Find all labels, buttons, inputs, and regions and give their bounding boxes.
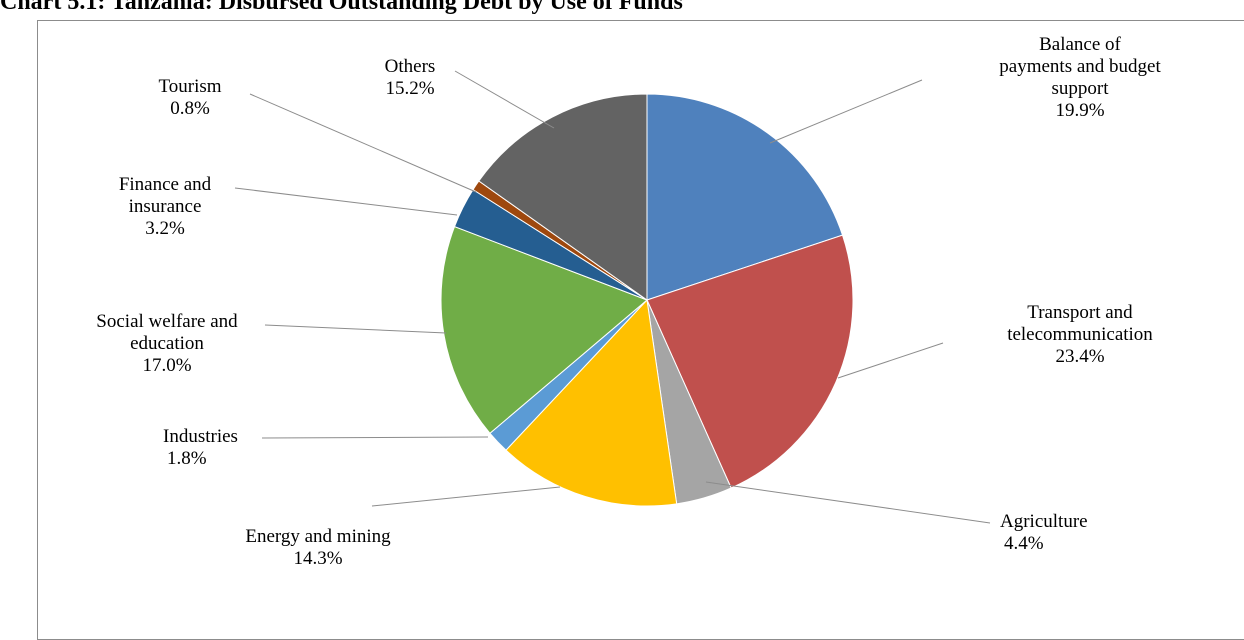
leader-line: [454, 70, 555, 129]
leader-line: [261, 436, 489, 439]
slice-label: Others: [385, 56, 436, 77]
slice-label: Social welfare and: [96, 311, 238, 332]
slice-label: insurance: [129, 196, 202, 217]
slice-percent: 23.4%: [1055, 346, 1104, 367]
chart-title: Chart 5.1: Tanzania: Disbursed Outstandi…: [0, 0, 683, 15]
leader-line: [234, 187, 458, 216]
slice-percent: 1.8%: [167, 448, 207, 469]
slice-label: Balance of: [1039, 34, 1121, 55]
leader-line: [371, 486, 561, 507]
slice-label: Agriculture: [1000, 511, 1088, 532]
pie-slice-others: [478, 93, 648, 301]
slice-label: Transport and: [1027, 302, 1133, 323]
leader-line: [837, 342, 944, 379]
leader-line: [705, 481, 991, 524]
slice-percent: 19.9%: [1055, 100, 1104, 121]
slice-percent: 14.3%: [293, 548, 342, 569]
leader-line: [249, 93, 477, 193]
slice-label: Industries: [163, 426, 238, 447]
slice-percent: 4.4%: [1004, 533, 1044, 554]
pie-slice-social-welfare-and-education: [440, 225, 648, 434]
leader-line: [769, 79, 923, 144]
leader-line: [264, 324, 447, 334]
slice-label: support: [1052, 78, 1110, 99]
slice-percent: 0.8%: [170, 98, 210, 119]
pie-slice-balance-of-payments-and-budget-support: [646, 93, 844, 301]
pie-slice-transport-and-telecommunication: [646, 234, 854, 489]
slice-label: payments and budget: [999, 56, 1161, 77]
slice-percent: 15.2%: [385, 78, 434, 99]
slice-label: Tourism: [158, 76, 221, 97]
slice-label: telecommunication: [1007, 324, 1153, 345]
slice-label: education: [130, 333, 204, 354]
slice-label: Energy and mining: [245, 526, 391, 547]
slice-percent: 17.0%: [142, 355, 191, 376]
slice-label: Finance and: [119, 174, 212, 195]
pie-slice-energy-and-mining: [505, 298, 678, 507]
slice-percent: 3.2%: [145, 218, 185, 239]
